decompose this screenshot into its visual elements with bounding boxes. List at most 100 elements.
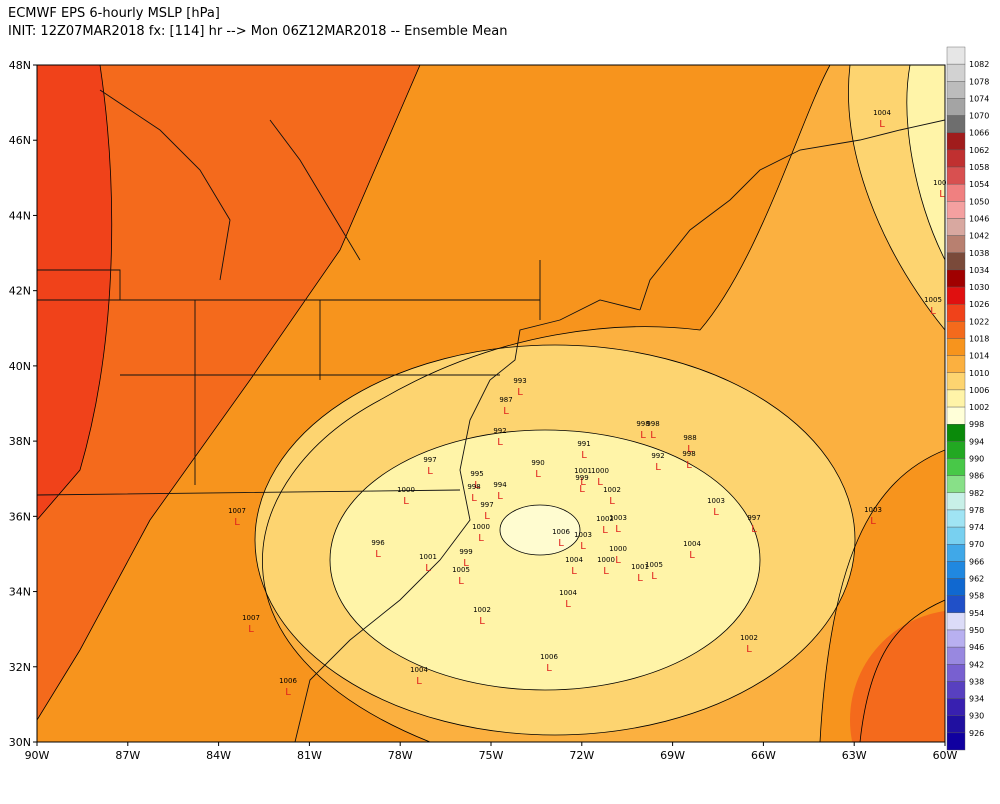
low-symbol: L — [403, 496, 409, 507]
pressure-label: 1000 — [597, 556, 615, 564]
colorbar-label: 1002 — [969, 403, 989, 412]
low-symbol: L — [602, 525, 608, 536]
pressure-label: 990 — [531, 459, 544, 467]
colorbar-cell — [946, 561, 966, 579]
colorbar-label: 934 — [969, 695, 984, 704]
low-symbol: L — [571, 566, 577, 577]
low-symbol: L — [458, 576, 464, 587]
lat-label: 30N — [9, 736, 31, 749]
colorbar-cell — [946, 509, 966, 528]
lon-label: 72W — [569, 749, 594, 762]
colorbar-label: 1034 — [969, 266, 989, 275]
pressure-label: 997 — [747, 514, 760, 522]
colorbar-cell — [946, 252, 966, 271]
lon-label: 69W — [660, 749, 685, 762]
low-symbol: L — [687, 444, 693, 455]
pressure-label: 998 — [636, 420, 649, 428]
colorbar-label: 958 — [969, 592, 984, 601]
colorbar-cell — [946, 338, 966, 356]
colorbar-cell — [946, 303, 966, 322]
colorbar-cell — [946, 149, 966, 168]
colorbar-label: 930 — [969, 712, 984, 721]
lon-label: 90W — [25, 749, 50, 762]
low-symbol: L — [579, 484, 585, 495]
pressure-label: 1006 — [933, 179, 951, 187]
low-symbol: L — [535, 469, 541, 480]
colorbar-label: 970 — [969, 540, 984, 549]
colorbar-cell — [946, 321, 966, 339]
lon-label: 78W — [388, 749, 413, 762]
colorbar-label: 1006 — [969, 386, 989, 395]
lat-label: 36N — [9, 510, 31, 523]
low-symbol: L — [463, 558, 469, 569]
low-symbol: L — [751, 524, 757, 535]
colorbar-cell — [946, 389, 966, 408]
colorbar-label: 978 — [969, 506, 984, 515]
colorbar-cell — [946, 629, 966, 648]
lon-label: 60W — [933, 749, 958, 762]
pressure-label: 1001 — [574, 467, 592, 475]
colorbar-cell — [946, 46, 966, 65]
pressure-label: 1006 — [552, 528, 570, 536]
low-symbol: L — [603, 566, 609, 577]
colorbar-cell — [946, 544, 966, 562]
low-symbol: L — [930, 306, 936, 317]
colorbar-label: 962 — [969, 575, 984, 584]
colorbar-cell — [946, 646, 966, 665]
colorbar-label: 990 — [969, 455, 984, 464]
pressure-label: 1003 — [864, 506, 882, 514]
pressure-label: 1000 — [591, 467, 609, 475]
colorbar-cell — [946, 458, 966, 476]
pressure-label: 1002 — [603, 486, 621, 494]
low-symbol: L — [497, 437, 503, 448]
colorbar-cell — [946, 492, 966, 511]
colorbar-label: 1018 — [969, 334, 989, 343]
low-symbol: L — [597, 477, 603, 488]
colorbar-cell — [946, 81, 966, 99]
low-symbol: L — [471, 493, 477, 504]
lat-label: 42N — [9, 285, 31, 298]
low-symbol: L — [497, 491, 503, 502]
low-symbol: L — [580, 477, 586, 488]
pressure-label: 992 — [651, 452, 664, 460]
low-symbol: L — [939, 189, 945, 200]
colorbar-cell — [946, 286, 966, 305]
colorbar-cell — [946, 355, 966, 373]
colorbar-label: 1082 — [969, 60, 989, 69]
colorbar-cell — [946, 166, 966, 185]
pressure-label: 1001 — [419, 553, 437, 561]
low-symbol: L — [879, 119, 885, 130]
colorbar-label: 1050 — [969, 197, 989, 206]
colorbar-cell — [946, 715, 966, 734]
pressure-label: 1006 — [279, 677, 297, 685]
colorbar-label: 1042 — [969, 232, 989, 241]
lon-label: 66W — [751, 749, 776, 762]
pressure-label: 1005 — [645, 561, 663, 569]
colorbar-label: 1014 — [969, 352, 989, 361]
low-symbol: L — [416, 676, 422, 687]
pressure-label: 997 — [480, 501, 493, 509]
low-symbol: L — [581, 450, 587, 461]
low-symbol: L — [427, 466, 433, 477]
pressure-label: 998 — [682, 450, 695, 458]
colorbar-cell — [946, 372, 966, 391]
lon-label: 84W — [206, 749, 231, 762]
pressure-label: 999 — [459, 548, 472, 556]
pressure-label: 1004 — [410, 666, 428, 674]
colorbar-cell — [946, 269, 966, 288]
colorbar-cell — [946, 218, 966, 236]
pressure-label: 1002 — [596, 515, 614, 523]
lat-label: 40N — [9, 360, 31, 373]
pressure-label: 1006 — [540, 653, 558, 661]
low-symbol: L — [375, 549, 381, 560]
colorbar-cell — [946, 664, 966, 682]
colorbar-cell — [946, 595, 966, 614]
low-symbol: L — [546, 663, 552, 674]
lon-label: 87W — [115, 749, 140, 762]
low-symbol: L — [425, 563, 431, 574]
lat-label: 34N — [9, 586, 31, 599]
pressure-label: 994 — [493, 481, 507, 489]
low-symbol: L — [637, 573, 643, 584]
colorbar-cell — [946, 406, 966, 425]
